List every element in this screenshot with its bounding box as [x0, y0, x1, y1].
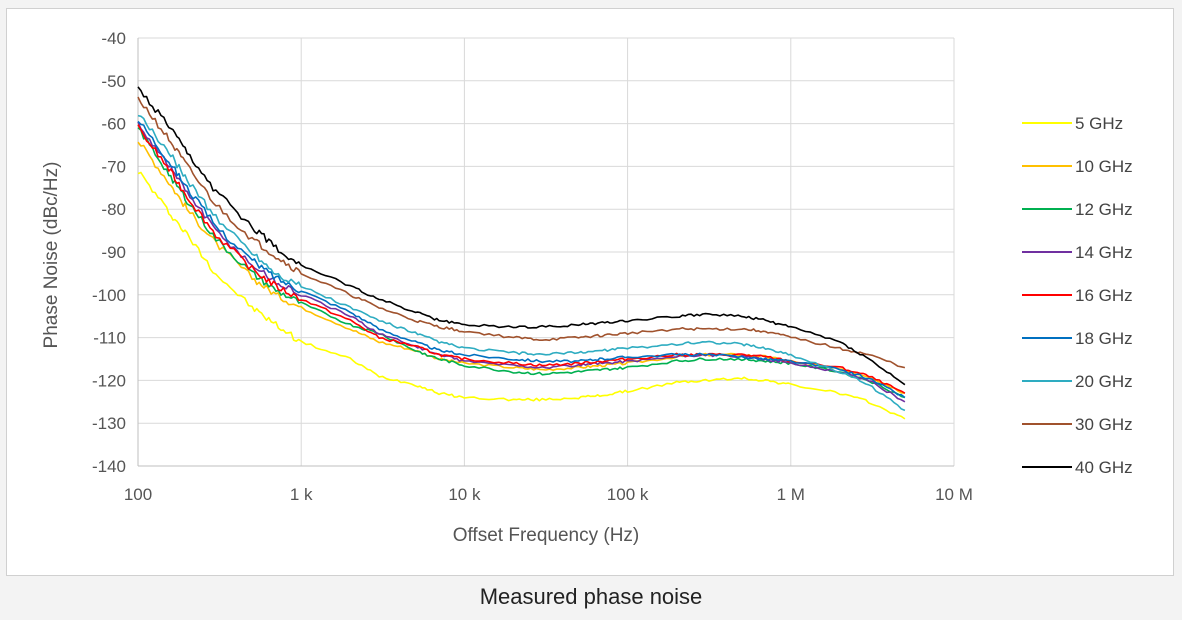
y-tick-label: -130 — [92, 414, 126, 433]
y-tick-label: -80 — [101, 200, 126, 219]
series-line-16-ghz — [137, 124, 906, 394]
legend-item: 30 GHz — [1022, 415, 1133, 434]
legend-item: 16 GHz — [1022, 286, 1133, 305]
y-tick-label: -60 — [101, 115, 126, 134]
legend-label: 30 GHz — [1075, 415, 1133, 434]
legend-label: 20 GHz — [1075, 372, 1133, 391]
x-tick-label: 1 k — [290, 485, 313, 504]
series-line-40-ghz — [137, 86, 906, 386]
legend-label: 12 GHz — [1075, 200, 1133, 219]
legend-label: 5 GHz — [1075, 114, 1123, 133]
y-tick-label: -120 — [92, 371, 126, 390]
chart-frame: -40 -50 -60 -70 -80 -90 -100 -110 -120 -130 -140 10… — [6, 8, 1174, 576]
legend-label: 40 GHz — [1075, 458, 1133, 477]
x-axis-title: Offset Frequency (Hz) — [453, 525, 640, 546]
legend-item: 12 GHz — [1022, 200, 1133, 219]
legend-item: 18 GHz — [1022, 329, 1133, 348]
series-line-20-ghz — [137, 114, 906, 412]
x-tick-label: 100 — [124, 485, 152, 504]
series-line-12-ghz — [137, 127, 906, 399]
x-tick-label: 100 k — [607, 485, 649, 504]
legend-item: 20 GHz — [1022, 372, 1133, 391]
x-tick-label: 1 M — [777, 485, 805, 504]
legend-item: 40 GHz — [1022, 458, 1133, 477]
phase-noise-chart: -40 -50 -60 -70 -80 -90 -100 -110 -120 -130 -140 10… — [41, 29, 1133, 546]
y-tick-label: -70 — [101, 157, 126, 176]
y-tick-label: -100 — [92, 286, 126, 305]
legend-label: 18 GHz — [1075, 329, 1133, 348]
y-tick-label: -40 — [101, 29, 126, 48]
series-line-5-ghz — [137, 171, 906, 420]
legend-label: 10 GHz — [1075, 157, 1133, 176]
series-line-18-ghz — [137, 120, 906, 399]
y-tick-label: -110 — [93, 329, 126, 348]
x-tick-label: 10 k — [448, 485, 481, 504]
y-tick-label: -140 — [92, 457, 126, 476]
series-line-30-ghz — [137, 96, 906, 369]
legend-item: 5 GHz — [1022, 114, 1123, 133]
legend-label: 16 GHz — [1075, 286, 1133, 305]
axis-ticks: -40 -50 -60 -70 -80 -90 -100 -110 -120 -130 -140 10… — [92, 29, 973, 504]
legend: 5 GHz 10 GHz 12 GHz 14 GHz 16 GHz 18 GHz 20 GH… — [1022, 114, 1133, 477]
legend-item: 14 GHz — [1022, 243, 1133, 262]
grid-lines — [137, 37, 955, 467]
figure-caption: Measured phase noise — [479, 584, 703, 609]
legend-item: 10 GHz — [1022, 157, 1133, 176]
x-tick-label: 10 M — [935, 485, 973, 504]
y-tick-label: -50 — [101, 72, 126, 91]
legend-label: 14 GHz — [1075, 243, 1133, 262]
y-tick-label: -90 — [101, 243, 126, 262]
series-lines — [137, 86, 906, 420]
y-axis-title: Phase Noise (dBc/Hz) — [41, 162, 62, 349]
